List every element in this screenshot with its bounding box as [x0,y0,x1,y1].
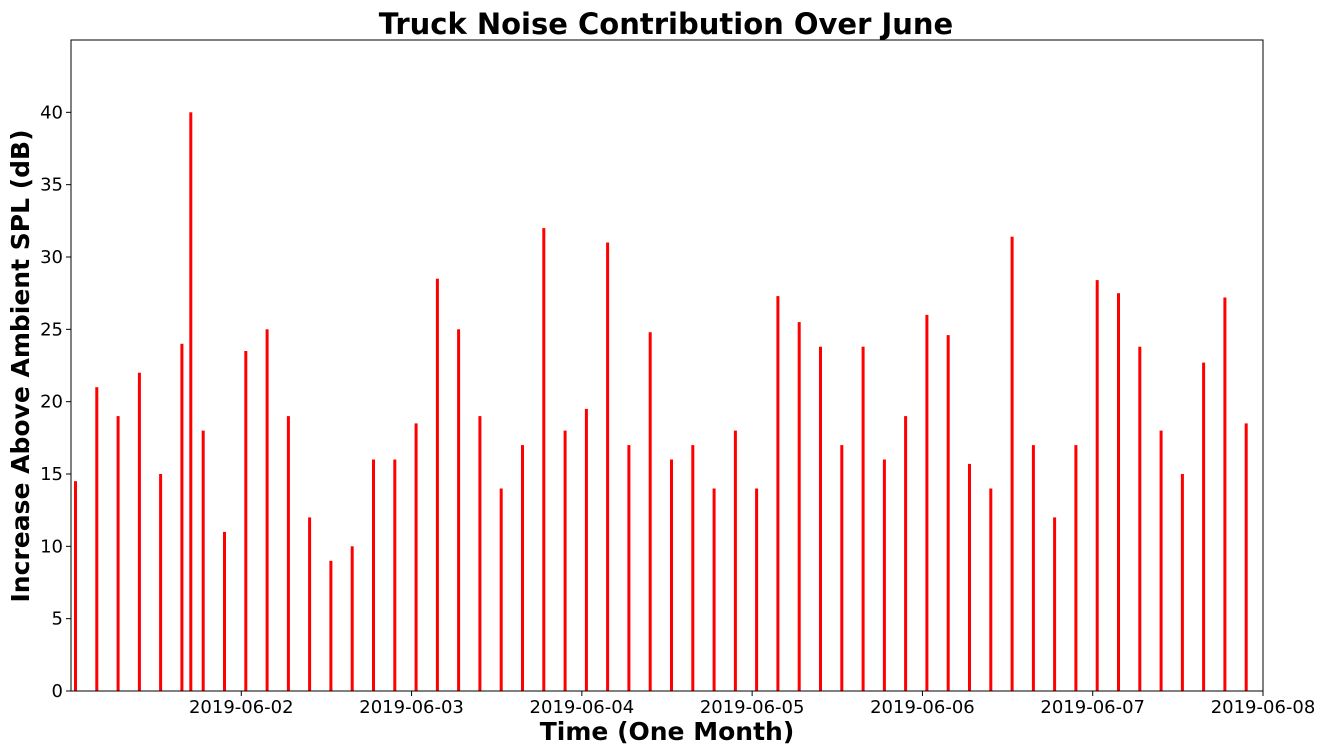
noise-bar [989,488,993,691]
noise-bar [1031,445,1035,691]
noise-bar [861,346,865,691]
noise-bar [733,430,737,691]
x-tick-label: 2019-06-04 [530,697,635,718]
noise-bar [542,228,546,691]
noise-bar [180,343,184,691]
y-tick-label: 20 [40,392,63,413]
y-axis-label: Increase Above Ambient SPL (dB) [6,129,35,602]
noise-bar [904,416,908,691]
noise-bar [606,242,610,691]
noise-bar [776,296,780,691]
noise-bar [95,387,99,691]
noise-bar [968,463,971,691]
noise-bar [584,408,588,691]
noise-bar [1202,362,1206,691]
noise-bar [329,560,333,691]
chart-title: Truck Noise Contribution Over June [379,7,953,41]
noise-bar [1180,474,1184,691]
noise-bar [840,445,844,691]
noise-bar [499,488,503,691]
noise-bar [1117,293,1120,691]
noise-bar [286,416,290,691]
y-tick-label: 30 [40,247,63,268]
x-tick-label: 2019-06-03 [359,697,464,718]
noise-bar [1223,297,1227,691]
plot-frame [70,39,1264,692]
noise-bar [393,459,397,691]
bars-group [74,112,1248,692]
noise-bar [1010,236,1014,691]
noise-bar [74,481,77,691]
noise-bar [308,517,312,691]
x-tick-label: 2019-06-08 [1211,697,1316,718]
noise-bar [137,372,141,691]
y-tick-label: 15 [40,464,63,485]
noise-bar [648,332,652,691]
y-tick-label: 40 [40,102,63,123]
y-tick-label: 10 [40,536,63,557]
noise-bar [414,423,418,691]
noise-bar [372,459,375,691]
noise-bar [159,474,163,691]
noise-bar [563,430,567,691]
noise-bar [1074,445,1078,691]
y-tick-label: 25 [40,319,63,340]
noise-bar [223,531,226,691]
noise-bar [350,546,354,691]
noise-bar [1244,423,1248,691]
y-tick-label: 0 [52,681,63,702]
noise-bar [1095,280,1099,691]
noise-bar [265,329,269,691]
noise-bar [457,329,461,691]
noise-bar [1138,346,1142,691]
noise-bar [1159,430,1163,691]
noise-bar [819,346,822,691]
noise-bar [670,459,673,691]
noise-bar [189,112,193,692]
noise-bar [712,488,716,691]
noise-bar [691,445,695,691]
noise-bar [755,488,759,691]
x-tick-label: 2019-06-07 [1040,697,1145,718]
noise-bar [478,416,482,691]
x-axis: 2019-06-02 2019-06-03 2019-06-04 2019-06-05… [189,691,1315,718]
noise-bar [946,335,950,691]
noise-bar [244,351,248,691]
y-axis: 0 5 10 15 20 25 30 35 40 [40,102,71,702]
noise-bar [925,314,929,691]
x-tick-label: 2019-06-05 [700,697,805,718]
noise-bar [521,445,524,691]
y-tick-label: 35 [40,175,63,196]
noise-bar [435,278,439,691]
noise-bar [116,416,120,691]
noise-bar [627,445,631,691]
noise-bar [201,430,205,691]
noise-bar [1053,517,1057,691]
y-tick-label: 5 [52,609,63,630]
noise-bar [882,459,886,691]
x-tick-label: 2019-06-02 [189,697,294,718]
x-tick-label: 2019-06-06 [870,697,975,718]
noise-bar [797,322,801,691]
x-axis-label: Time (One Month) [540,717,795,746]
